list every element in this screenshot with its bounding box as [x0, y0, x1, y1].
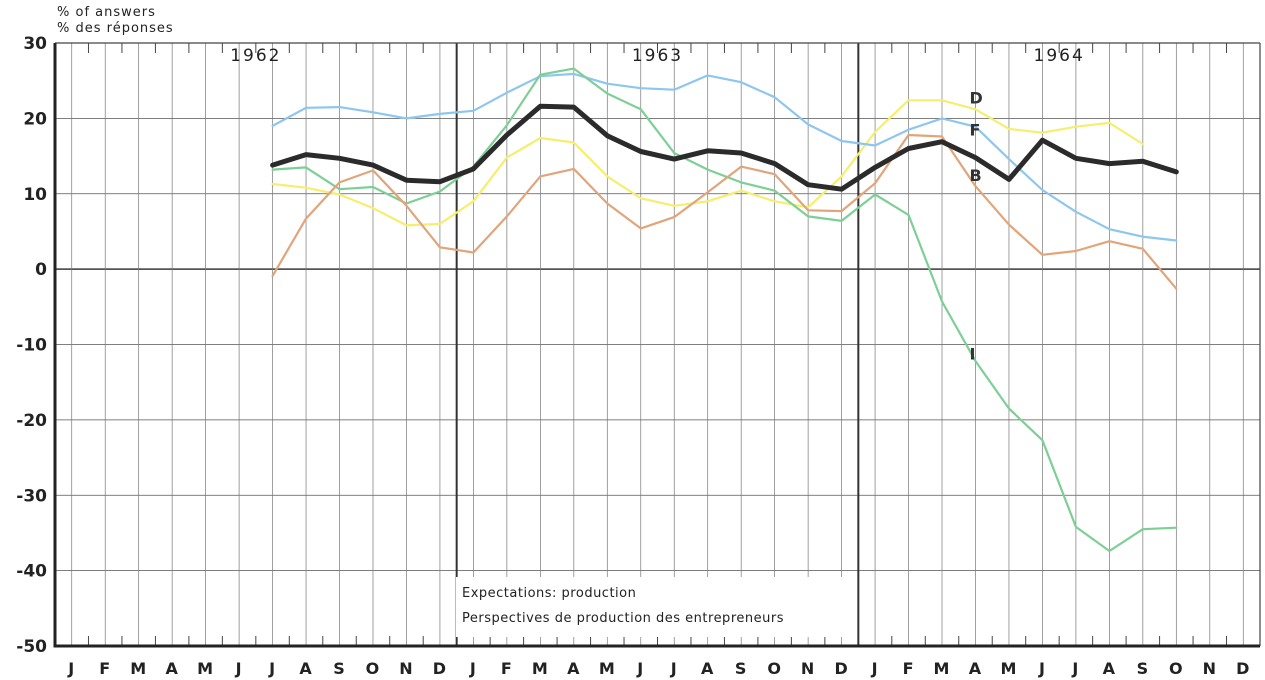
- y-tick-label: -20: [16, 411, 47, 431]
- x-tick-label: A: [567, 659, 580, 678]
- x-tick-label: M: [130, 659, 147, 678]
- grid: [53, 42, 1261, 648]
- x-tick-label: J: [67, 659, 75, 678]
- series-layer: [270, 67, 1179, 553]
- series-line-d: [271, 99, 1144, 227]
- annotation-box: Expectations: production Perspectives de…: [456, 577, 856, 637]
- x-tick-label: F: [903, 659, 915, 678]
- y-tick-label: 10: [23, 185, 47, 205]
- x-tick-label: M: [1000, 659, 1017, 678]
- year-label: 1964: [1034, 46, 1085, 66]
- y-tick-label: 0: [35, 260, 47, 280]
- x-tick-label: N: [801, 659, 815, 678]
- y-tick-label: -40: [16, 562, 47, 582]
- x-tick-label: A: [969, 659, 982, 678]
- y-tick-label: 20: [23, 109, 47, 129]
- series-line-i: [271, 67, 1178, 553]
- x-tick-label: J: [670, 659, 678, 678]
- x-tick-label: S: [333, 659, 346, 678]
- x-tick-label: M: [532, 659, 549, 678]
- y-tick-label: -30: [16, 486, 47, 506]
- x-tick-label: O: [366, 659, 381, 678]
- x-tick-label: M: [934, 659, 951, 678]
- x-tick-label: J: [1038, 659, 1046, 678]
- x-tick-label: O: [767, 659, 782, 678]
- x-tick-label: N: [399, 659, 413, 678]
- year-label: 1962: [230, 46, 281, 66]
- ylabel-en: % of answers: [57, 5, 156, 20]
- series-name-label-d: D: [969, 88, 982, 107]
- x-tick-label: A: [701, 659, 714, 678]
- series-line-b: [270, 103, 1179, 192]
- x-tick-label: J: [636, 659, 644, 678]
- ylabel-fr: % des réponses: [57, 21, 174, 36]
- x-tick-label: M: [599, 659, 616, 678]
- series-line-unlabeled: [271, 133, 1178, 290]
- y-tick-label: -10: [16, 336, 47, 356]
- x-tick-label: D: [433, 659, 447, 678]
- x-tick-label: F: [99, 659, 111, 678]
- x-tick-label: J: [469, 659, 477, 678]
- series-name-label-b: B: [969, 166, 981, 185]
- annotation-line-2: Perspectives de production des entrepren…: [462, 611, 784, 626]
- x-tick-label: F: [501, 659, 513, 678]
- x-tick-label: D: [834, 659, 848, 678]
- x-tick-label: J: [235, 659, 243, 678]
- annotation-line-1: Expectations: production: [462, 586, 636, 601]
- x-tick-label: J: [1071, 659, 1079, 678]
- x-tick-label: J: [871, 659, 879, 678]
- x-tick-label: S: [735, 659, 748, 678]
- y-tick-label: 30: [23, 34, 47, 54]
- series-line-f: [271, 72, 1178, 242]
- x-tick-label: M: [197, 659, 214, 678]
- x-tick-label: N: [1203, 659, 1217, 678]
- series-name-label-f: F: [969, 121, 980, 140]
- y-tick-label: -50: [16, 637, 47, 657]
- year-label: 1963: [632, 46, 683, 66]
- series-name-label-i: I: [969, 345, 975, 364]
- x-tick-label: A: [165, 659, 178, 678]
- x-tick-label: J: [268, 659, 276, 678]
- x-tick-label: D: [1236, 659, 1250, 678]
- x-tick-label: S: [1137, 659, 1150, 678]
- x-tick-label: A: [299, 659, 312, 678]
- x-tick-label: O: [1169, 659, 1184, 678]
- x-tick-label: A: [1103, 659, 1116, 678]
